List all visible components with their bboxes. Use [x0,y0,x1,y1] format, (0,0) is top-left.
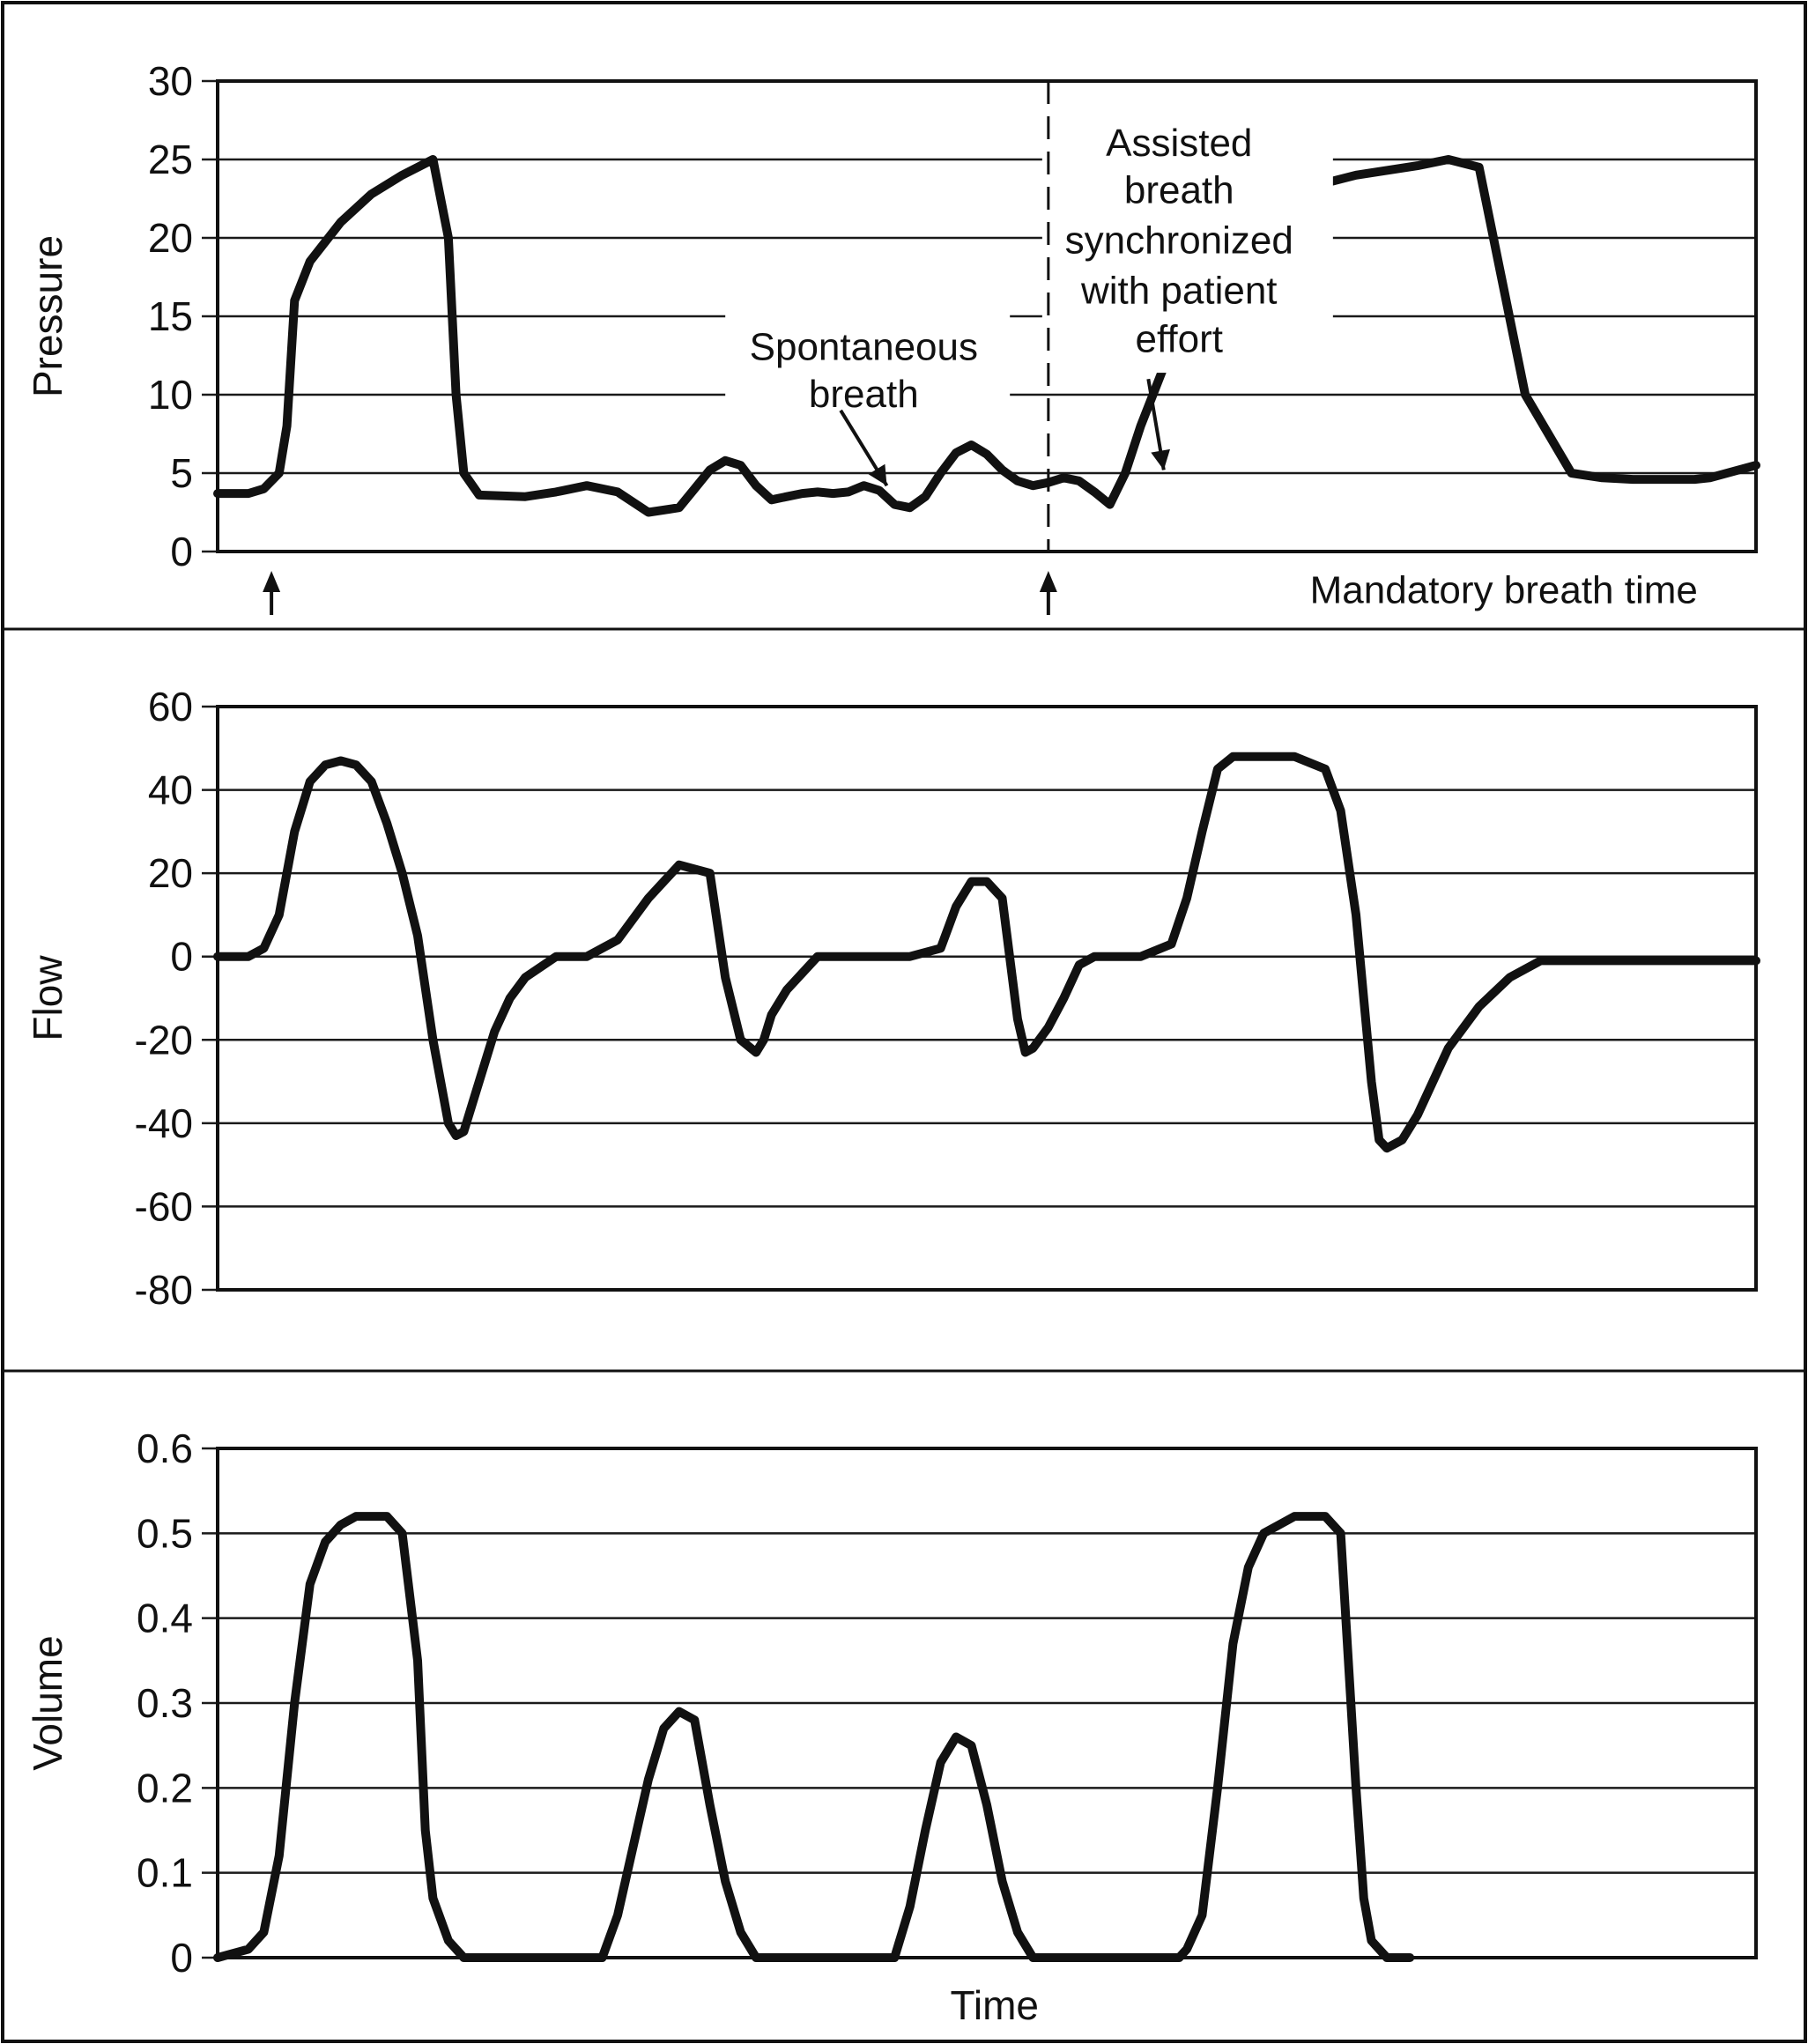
pressure-series-line [213,155,1760,517]
annotation-label: synchronized [1065,219,1293,263]
annotation-arrowhead [868,463,887,486]
pressure-tick-label: 10 [148,372,193,418]
pressure-plot-frame [216,79,1758,553]
annotation-background [1041,102,1333,374]
flow-tick-label: 40 [148,767,193,813]
flow-tick-label: -60 [135,1183,193,1229]
flow-tick-label: 20 [148,850,193,896]
volume-tick-label: 0.4 [137,1596,193,1641]
mandatory-breath-arrowhead [263,571,281,592]
flow-tick-label: -80 [135,1267,193,1313]
volume-tick-label: 0.3 [137,1680,193,1726]
flow-tick-label: -40 [135,1100,193,1146]
mandatory-breath-arrowhead [1039,571,1057,592]
pressure-tick-label: 20 [148,215,193,261]
flow-tick-label: 0 [170,934,193,980]
annotation-label: breath [1124,169,1234,212]
pressure-tick-label: 15 [148,293,193,339]
annotation-arrowhead [1151,448,1170,470]
volume-tick-label: 0.1 [137,1850,193,1896]
volume-tick-label: 0.6 [137,1426,193,1471]
annotation-background [725,311,1011,420]
flow-series-line [213,752,1760,1153]
annotation-label: effort [1136,318,1223,361]
time-axis-title: Time [950,1982,1039,2028]
flow-panel: -80 -60 -40 -20 0 20 40 60 Flow [25,684,1760,1313]
pressure-tick-label: 5 [170,450,193,496]
pressure-tick-label: 30 [148,58,193,104]
volume-tick-label: 0.2 [137,1765,193,1811]
flow-tick-label: -20 [135,1017,193,1063]
annotation-label: Mandatory breath time [1310,569,1698,612]
flow-plot-frame [216,705,1758,1292]
annotation-label: breath [809,373,919,416]
volume-panel: 0 0.1 0.2 0.3 0.4 0.5 0.6 Volume Time [25,1426,1758,2028]
flow-tick-label: 60 [148,684,193,729]
pressure-tick-label: 25 [148,137,193,182]
pressure-axis-title: Pressure [25,235,70,397]
volume-series-line [213,1512,1415,1962]
volume-tick-label: 0 [170,1935,193,1981]
annotation-label: Spontaneous [750,326,978,369]
volume-tick-label: 0.5 [137,1510,193,1556]
annotation-label: Assisted [1106,122,1252,165]
pressure-tick-label: 0 [170,529,193,574]
flow-axis-title: Flow [25,955,70,1041]
annotation-label: with patient [1080,270,1278,313]
volume-axis-title: Volume [25,1635,70,1770]
volume-plot-frame [216,1447,1758,1959]
